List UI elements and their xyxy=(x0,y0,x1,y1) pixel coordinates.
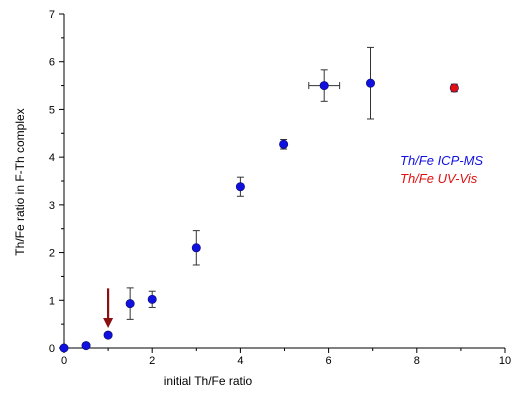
y-tick-label: 7 xyxy=(49,9,55,21)
y-tick-label: 4 xyxy=(49,152,55,164)
x-axis-label: initial Th/Fe ratio xyxy=(164,374,253,388)
data-point xyxy=(103,330,113,340)
y-tick-label: 5 xyxy=(49,104,55,116)
annotations xyxy=(103,288,114,328)
data-point xyxy=(279,139,289,149)
x-axis-ticks: 0 2 4 6 8 10 xyxy=(61,348,511,367)
data-point xyxy=(235,182,245,192)
legend: Th/Fe ICP-MS Th/Fe UV-Vis xyxy=(400,153,483,186)
legend-entry-icp-ms: Th/Fe ICP-MS xyxy=(400,153,483,168)
x-tick-label: 10 xyxy=(499,355,511,367)
x-tick-label: 4 xyxy=(237,355,243,367)
data-point xyxy=(125,299,135,309)
data-point xyxy=(147,294,157,304)
data-point xyxy=(59,343,69,353)
x-tick-label: 2 xyxy=(149,355,155,367)
x-tick-label: 6 xyxy=(326,355,332,367)
data-point xyxy=(365,78,375,88)
y-tick-label: 2 xyxy=(49,248,55,260)
legend-entry-uv-vis: Th/Fe UV-Vis xyxy=(400,171,478,186)
y-tick-label: 0 xyxy=(49,343,55,355)
arrow-head xyxy=(103,317,114,328)
data-point xyxy=(191,243,201,253)
y-axis-ticks: 0 1 2 3 4 5 6 7 xyxy=(49,9,64,355)
y-tick-label: 3 xyxy=(49,200,55,212)
x-tick-label: 0 xyxy=(61,355,67,367)
data-point xyxy=(449,83,459,93)
y-tick-label: 6 xyxy=(49,57,55,69)
data-points xyxy=(59,46,459,353)
data-point xyxy=(319,81,329,91)
data-point xyxy=(81,341,91,351)
x-tick-label: 8 xyxy=(414,355,420,367)
y-tick-label: 1 xyxy=(49,295,55,307)
y-axis-label: Th/Fe ratio in F-Th complex xyxy=(13,108,27,255)
